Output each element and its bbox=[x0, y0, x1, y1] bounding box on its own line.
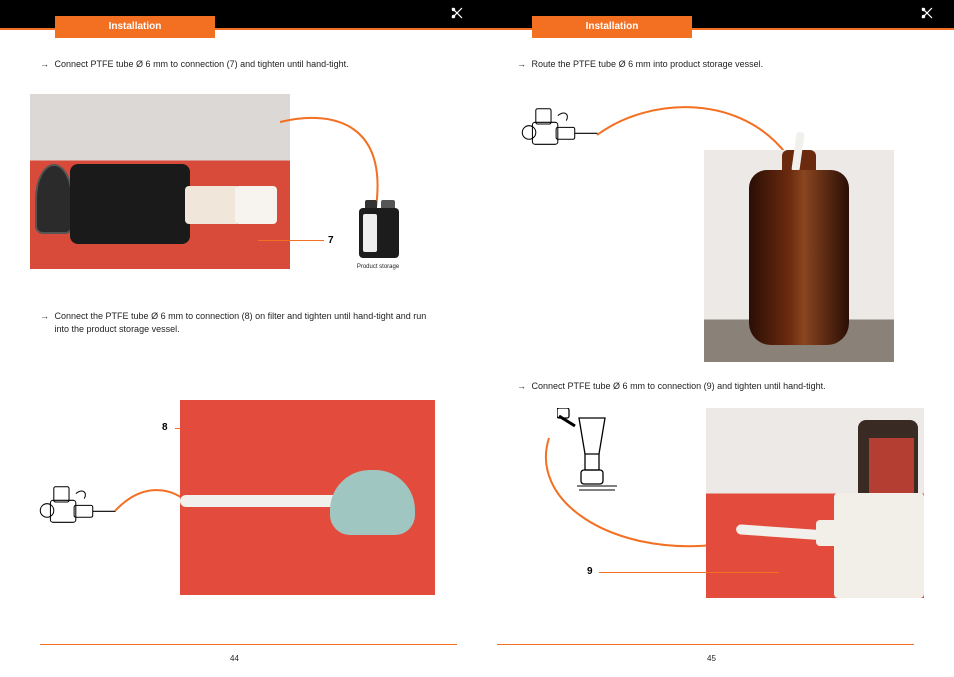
figure-storage-vessel-photo bbox=[704, 150, 894, 362]
instruction-step: → Route the PTFE tube Ø 6 mm into produc… bbox=[517, 58, 917, 71]
arrow-icon: → bbox=[517, 380, 529, 393]
callout-line bbox=[258, 240, 324, 241]
valve-line-drawing bbox=[517, 102, 602, 157]
callout-line bbox=[599, 572, 779, 573]
canister-caption: Product storage bbox=[348, 264, 408, 270]
instruction-step: → Connect PTFE tube Ø 6 mm to connection… bbox=[517, 380, 917, 393]
instruction-text: Connect the PTFE tube Ø 6 mm to connecti… bbox=[55, 310, 435, 335]
footer-rule bbox=[40, 644, 457, 645]
page-44: Installation → Connect PTFE tube Ø 6 mm … bbox=[0, 0, 477, 677]
figure-connection-9-photo bbox=[706, 408, 924, 598]
funnel-line-drawing bbox=[557, 408, 627, 498]
page-number: 44 bbox=[230, 654, 239, 663]
callout-number-7: 7 bbox=[328, 235, 334, 246]
section-header: Installation bbox=[55, 16, 215, 38]
arrow-icon: → bbox=[40, 58, 52, 71]
callout-number-9: 9 bbox=[587, 566, 593, 577]
page-number: 45 bbox=[707, 654, 716, 663]
instruction-text: Connect PTFE tube Ø 6 mm to connection (… bbox=[55, 58, 435, 71]
product-storage-canister-illustration bbox=[355, 200, 403, 260]
instruction-text: Route the PTFE tube Ø 6 mm into product … bbox=[532, 58, 912, 71]
arrow-icon: → bbox=[517, 58, 529, 71]
figure-connection-7-photo bbox=[30, 94, 290, 269]
instruction-step: → Connect PTFE tube Ø 6 mm to connection… bbox=[40, 58, 440, 71]
section-header: Installation bbox=[532, 16, 692, 38]
page-45: Installation → Route the PTFE tube Ø 6 m… bbox=[477, 0, 954, 677]
callout-number-8: 8 bbox=[162, 422, 168, 433]
figure-connection-8-photo bbox=[180, 400, 435, 595]
valve-line-drawing bbox=[35, 480, 120, 535]
footer-rule bbox=[497, 644, 914, 645]
instruction-step: → Connect the PTFE tube Ø 6 mm to connec… bbox=[40, 310, 440, 335]
instruction-text: Connect PTFE tube Ø 6 mm to connection (… bbox=[532, 380, 912, 393]
arrow-icon: → bbox=[40, 310, 52, 323]
